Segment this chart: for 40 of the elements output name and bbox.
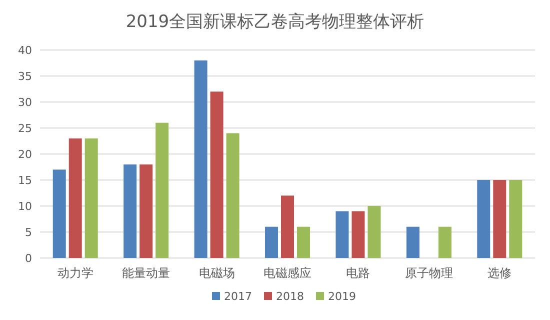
bar: [52, 170, 66, 258]
y-tick-label: 5: [25, 226, 32, 239]
x-tick-label: 能量动量: [122, 266, 170, 280]
chart-title: 2019全国新课标乙卷高考物理整体评析: [126, 12, 424, 32]
x-tick-label: 电路: [346, 266, 370, 280]
bar: [493, 180, 506, 258]
bar: [509, 180, 522, 258]
legend-label: 2018: [276, 290, 304, 303]
bar: [68, 138, 82, 258]
x-tick-label: 原子物理: [404, 266, 453, 280]
x-tick-label: 动力学: [57, 266, 94, 280]
bar: [297, 226, 310, 258]
legend-label: 2017: [224, 290, 252, 303]
bar: [124, 164, 137, 258]
bar: [477, 180, 490, 258]
y-tick-label: 40: [18, 44, 32, 57]
bar: [352, 211, 365, 258]
x-tick-label: 电磁感应: [264, 266, 312, 280]
y-tick-label: 30: [18, 96, 32, 109]
y-tick-label: 0: [25, 252, 32, 265]
bar: [281, 196, 294, 258]
y-tick-label: 35: [18, 70, 32, 83]
y-tick-label: 20: [18, 148, 32, 161]
y-tick-label: 10: [18, 200, 32, 213]
y-tick-label: 25: [18, 122, 32, 135]
bar: [226, 133, 240, 258]
x-tick-label: 电磁场: [198, 266, 235, 280]
y-tick-label: 15: [18, 174, 32, 187]
bar: [194, 60, 208, 258]
bar: [156, 122, 169, 258]
bar: [265, 226, 278, 258]
bar: [336, 211, 349, 258]
bar: [438, 226, 452, 258]
legend-label: 2019: [328, 290, 356, 303]
bar: [140, 164, 153, 258]
bar: [406, 226, 420, 258]
bar: [84, 138, 98, 258]
bar: [210, 92, 224, 258]
bar: [368, 206, 381, 258]
x-tick-label: 选修: [488, 266, 512, 280]
